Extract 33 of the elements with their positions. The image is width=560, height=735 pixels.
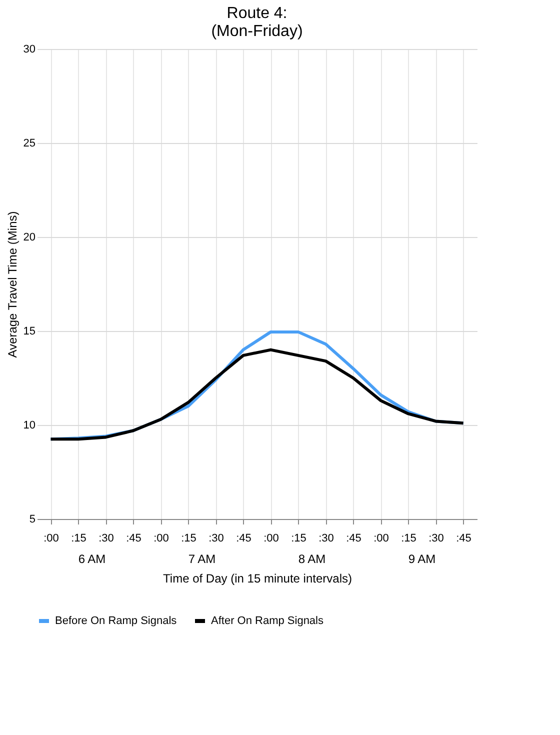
x-tick-label: :15 bbox=[401, 532, 416, 544]
text: Route 4: bbox=[226, 5, 288, 22]
x-tick-label: :45 bbox=[456, 532, 472, 544]
line-series bbox=[49, 348, 465, 441]
x-tick-label: :00 bbox=[374, 532, 389, 544]
x-tick-label: :45 bbox=[346, 532, 362, 544]
y-tick-label: 20 bbox=[23, 232, 36, 244]
text: 9 AM bbox=[408, 552, 436, 566]
x-tick-label: :00 bbox=[44, 532, 59, 544]
y-tick-label: 5 bbox=[29, 514, 36, 526]
x-tick-label: :15 bbox=[71, 532, 86, 544]
x-tick-label: :00 bbox=[154, 532, 169, 544]
x-tick-label: :45 bbox=[236, 532, 252, 544]
x-tick-label: :15 bbox=[291, 532, 306, 544]
x-tick-label: :15 bbox=[181, 532, 196, 544]
x-axis-title: Time of Day (in 15 minute intervals) bbox=[163, 572, 352, 586]
text: 6 AM bbox=[78, 552, 106, 566]
y-tick-label: 10 bbox=[23, 420, 36, 432]
y-tick-label: 15 bbox=[23, 326, 36, 338]
text: 8 AM bbox=[298, 552, 326, 566]
y-axis-title: Average Travel Time (Mins) bbox=[5, 211, 20, 358]
y-tick-label: 25 bbox=[23, 138, 36, 150]
legend-label: Before On Ramp Signals bbox=[55, 615, 178, 627]
x-tick-label: :45 bbox=[126, 532, 142, 544]
text: 7 AM bbox=[188, 552, 216, 566]
x-tick-label: :30 bbox=[208, 532, 224, 544]
y-tick-label: 30 bbox=[23, 44, 36, 56]
x-tick-label: :00 bbox=[264, 532, 279, 544]
legend-label: After On Ramp Signals bbox=[211, 615, 324, 627]
x-tick-label: :30 bbox=[318, 532, 334, 544]
x-tick-label: :30 bbox=[428, 532, 444, 544]
text: (Mon-Friday) bbox=[211, 23, 303, 40]
x-tick-label: :30 bbox=[98, 532, 114, 544]
